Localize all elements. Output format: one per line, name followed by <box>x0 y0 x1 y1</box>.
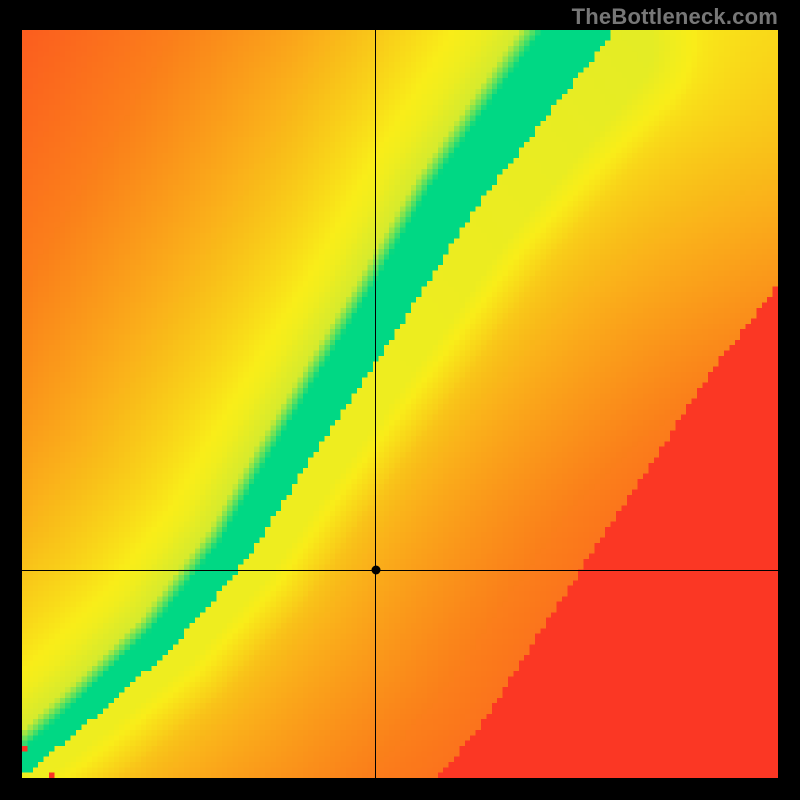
heatmap-canvas <box>22 30 778 778</box>
watermark-text: TheBottleneck.com <box>572 4 778 30</box>
chart-container: TheBottleneck.com <box>0 0 800 800</box>
